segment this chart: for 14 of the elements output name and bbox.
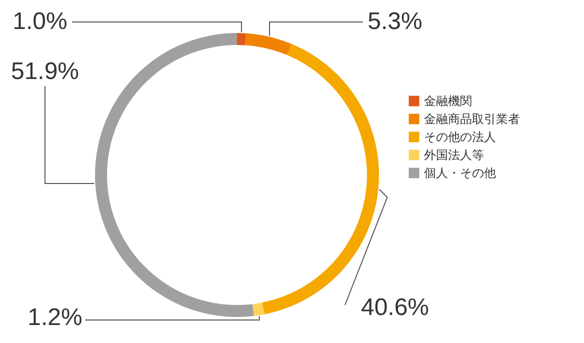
data-label: 1.2%: [28, 304, 82, 331]
legend-label: 外国法人等: [424, 148, 484, 162]
data-label: 1.0%: [12, 8, 68, 35]
donut-slice: [245, 33, 292, 56]
data-label: 5.3%: [368, 8, 422, 35]
legend-label: 個人・その他: [424, 166, 496, 180]
data-label: 51.9%: [10, 58, 80, 85]
donut-slice: [237, 33, 246, 46]
legend-label: その他の法人: [424, 130, 496, 144]
data-label: 40.6%: [360, 294, 430, 321]
donut-slice: [252, 302, 264, 316]
donut-slice: [95, 33, 254, 317]
legend-label: 金融機関: [424, 94, 472, 108]
legend-label: 金融商品取引業者: [424, 112, 520, 126]
